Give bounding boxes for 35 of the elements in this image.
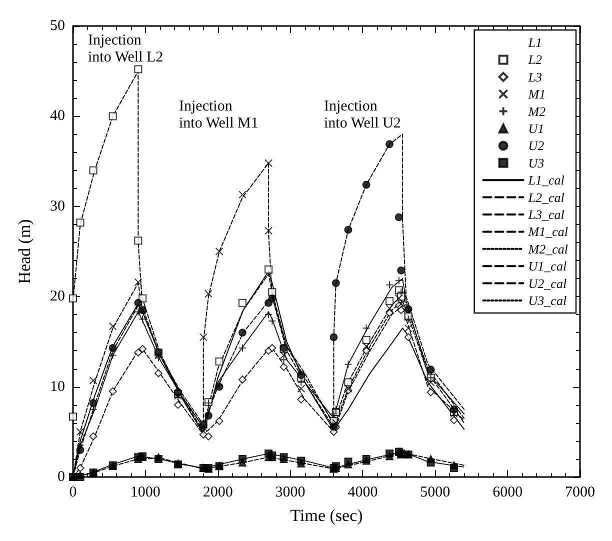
x-tick-label: 4000 xyxy=(348,484,378,500)
y-tick-label: 40 xyxy=(50,108,65,124)
legend-label: L1_cal xyxy=(527,172,565,188)
y-tick-label: 30 xyxy=(50,198,65,214)
x-tick-label: 3000 xyxy=(275,484,306,500)
legend-label: L3 xyxy=(527,69,543,84)
legend-label: L1 xyxy=(527,35,542,50)
annotation: Injection into Well M1 xyxy=(179,98,258,132)
x-tick-label: 1000 xyxy=(130,484,160,500)
x-tick-label: 2000 xyxy=(202,484,233,500)
legend-label: M1 xyxy=(527,86,546,102)
legend-label: M2 xyxy=(527,104,546,119)
legend-label: L3_cal xyxy=(527,207,565,222)
legend-label: U3 xyxy=(528,155,545,170)
legend-label: M1_cal xyxy=(527,224,568,240)
y-tick-label: 0 xyxy=(58,469,65,485)
x-tick-label: 5000 xyxy=(420,484,450,500)
y-axis-title: Head (m) xyxy=(15,219,34,284)
x-tick-label: 7000 xyxy=(565,484,595,500)
x-tick-label: 0 xyxy=(69,484,77,500)
legend-label: U3_cal xyxy=(528,293,567,308)
legend-label: M2_cal xyxy=(527,241,568,256)
annotation: Injection into Well U2 xyxy=(324,98,401,132)
y-tick-label: 10 xyxy=(50,378,65,395)
legend-label: L2 xyxy=(527,52,543,68)
legend-label: U2 xyxy=(528,138,545,154)
legend-label: U1 xyxy=(528,121,544,136)
legend-label: U2_cal xyxy=(528,276,567,291)
y-tick-label: 20 xyxy=(50,288,65,305)
x-axis-title: Time (sec) xyxy=(290,506,363,525)
legend-label: L2_cal xyxy=(527,190,565,205)
legend-label: U1_cal xyxy=(528,258,567,274)
y-tick-label: 50 xyxy=(50,18,65,34)
x-tick-label: 6000 xyxy=(492,484,523,500)
annotation: Injection into Well L2 xyxy=(88,32,164,66)
